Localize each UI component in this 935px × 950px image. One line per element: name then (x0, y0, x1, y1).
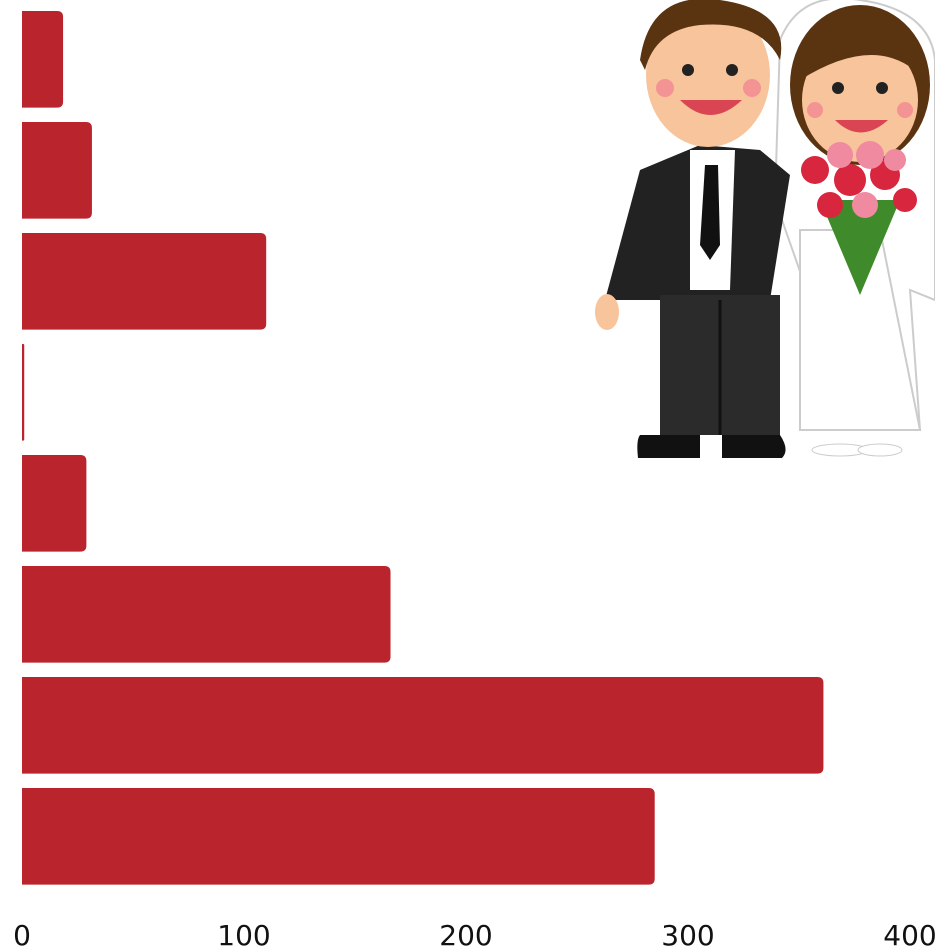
page: {"chart_data": {"type": "bar", "orientat… (0, 0, 935, 950)
x-tick-label: 400 (883, 919, 935, 950)
bar (22, 233, 266, 330)
bar (22, 11, 63, 108)
bar (22, 455, 86, 552)
bar (22, 344, 24, 441)
x-tick-label: 300 (661, 919, 714, 950)
x-tick-label: 200 (439, 919, 492, 950)
bar (22, 566, 391, 663)
bar (22, 122, 92, 219)
x-tick-label: 100 (217, 919, 270, 950)
chart: 0 100 200 300 400 (0, 0, 935, 950)
x-tick-label: 0 (13, 919, 31, 950)
bar (22, 677, 823, 774)
bar (22, 788, 655, 885)
wedding-illustration (595, 0, 935, 458)
